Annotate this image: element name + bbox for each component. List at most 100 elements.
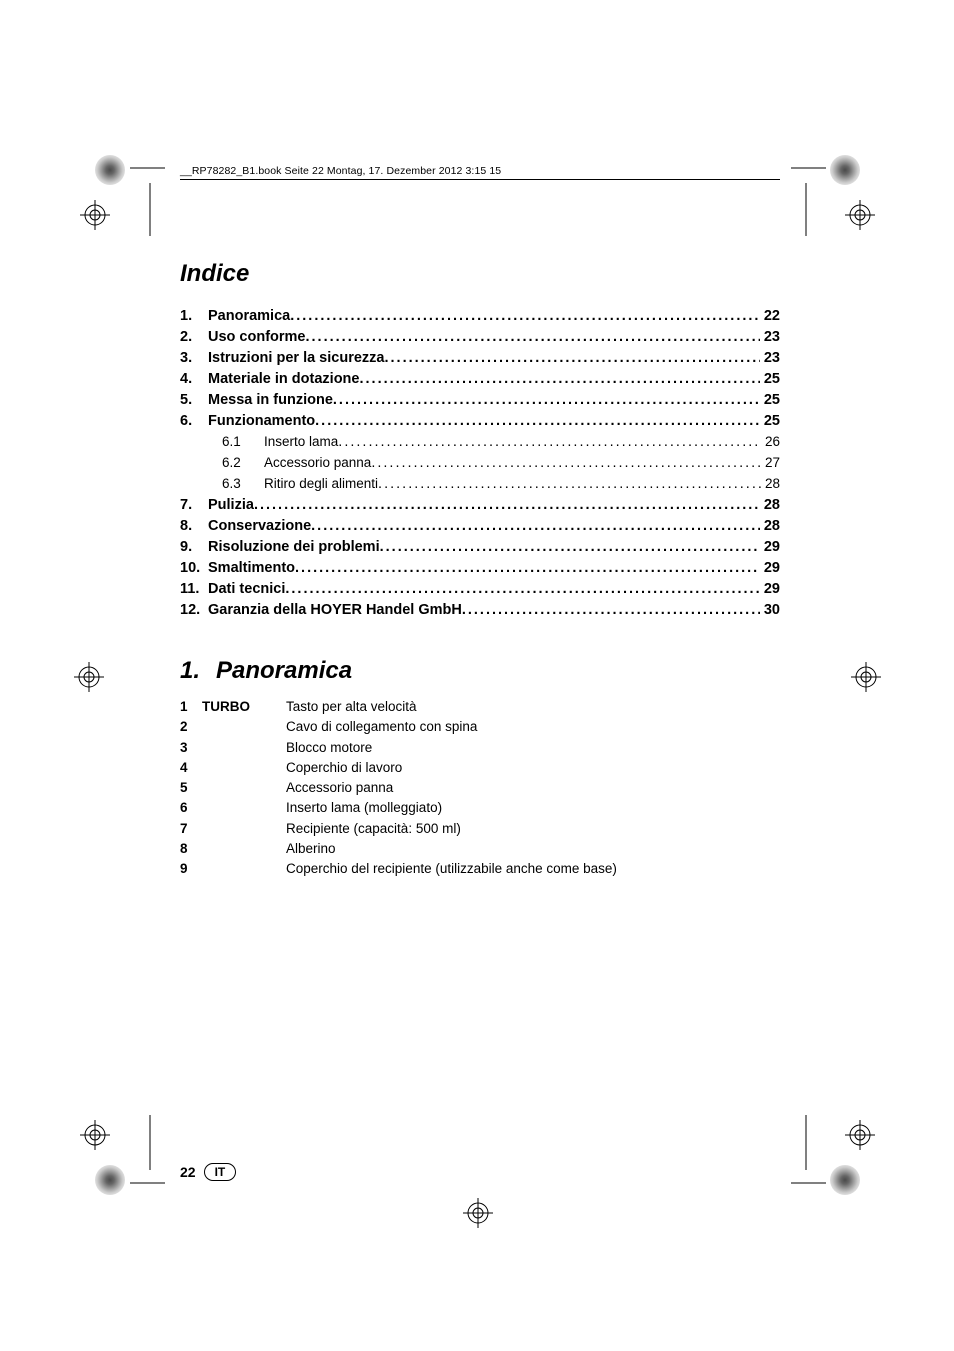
- toc-leader-dots: ........................................…: [371, 453, 761, 474]
- registration-mark-icon: [463, 1198, 493, 1228]
- overview-number: 2: [180, 717, 202, 737]
- toc-leader-dots: ........................................…: [311, 516, 760, 537]
- corner-ornament: [95, 155, 125, 185]
- toc-page: 28: [760, 516, 780, 537]
- toc-entry: 2.Uso conforme .........................…: [180, 327, 780, 348]
- overview-number: 8: [180, 839, 202, 859]
- toc-leader-dots: ........................................…: [254, 495, 760, 516]
- toc-label: Uso conforme: [208, 327, 306, 348]
- overview-key: [202, 778, 286, 798]
- toc-label: Inserto lama: [264, 432, 338, 452]
- overview-number: 5: [180, 778, 202, 798]
- overview-item: 5 Accessorio panna: [180, 778, 780, 798]
- overview-item: 4 Coperchio di lavoro: [180, 758, 780, 778]
- corner-ornament: [830, 155, 860, 185]
- section-number: 1.: [180, 657, 216, 685]
- section-title: Panoramica: [216, 657, 352, 684]
- overview-description: Coperchio del recipiente (utilizzabile a…: [286, 859, 617, 879]
- toc-page: 25: [760, 369, 780, 390]
- toc-page: 28: [761, 474, 780, 494]
- toc-leader-dots: ........................................…: [384, 348, 759, 369]
- crop-mark-icon: [130, 1115, 178, 1203]
- toc-number: 6.2: [222, 453, 264, 473]
- toc-leader-dots: ........................................…: [333, 390, 760, 411]
- overview-description: Coperchio di lavoro: [286, 758, 402, 778]
- overview-description: Recipiente (capacità: 500 ml): [286, 819, 461, 839]
- overview-description: Blocco motore: [286, 738, 372, 758]
- toc-page: 28: [760, 495, 780, 516]
- overview-item: 3 Blocco motore: [180, 738, 780, 758]
- toc-number: 6.3: [222, 474, 264, 494]
- page-footer: 22 IT: [180, 1163, 236, 1181]
- table-of-contents: 1.Panoramica ...........................…: [180, 306, 780, 621]
- toc-page: 29: [760, 579, 780, 600]
- overview-number: 1: [180, 697, 202, 717]
- overview-item: 2 Cavo di collegamento con spina: [180, 717, 780, 737]
- overview-number: 9: [180, 859, 202, 879]
- toc-leader-dots: ........................................…: [462, 600, 760, 621]
- toc-page: 27: [761, 453, 780, 473]
- crop-mark-icon: [778, 1115, 826, 1203]
- toc-number: 4.: [180, 369, 208, 390]
- toc-leader-dots: ........................................…: [359, 369, 759, 390]
- corner-ornament: [95, 1165, 125, 1195]
- toc-page: 29: [760, 537, 780, 558]
- toc-page: 25: [760, 411, 780, 432]
- toc-leader-dots: ........................................…: [306, 327, 760, 348]
- overview-description: Cavo di collegamento con spina: [286, 717, 477, 737]
- toc-label: Messa in funzione: [208, 390, 333, 411]
- overview-item: 8 Alberino: [180, 839, 780, 859]
- toc-label: Accessorio panna: [264, 453, 371, 473]
- crop-mark-icon: [778, 148, 826, 236]
- overview-description: Alberino: [286, 839, 336, 859]
- crop-mark-icon: [130, 148, 178, 236]
- toc-entry: 12.Garanzia della HOYER Handel GmbH ....…: [180, 600, 780, 621]
- toc-entry: 7.Pulizia ..............................…: [180, 495, 780, 516]
- toc-label: Funzionamento: [208, 411, 315, 432]
- toc-title: Indice: [180, 260, 780, 288]
- overview-key: [202, 859, 286, 879]
- toc-number: 1.: [180, 306, 208, 327]
- toc-entry: 6.Funzionamento ........................…: [180, 411, 780, 432]
- toc-page: 26: [761, 432, 780, 452]
- toc-subentry: 6.1Inserto lama ........................…: [180, 432, 780, 453]
- toc-label: Conservazione: [208, 516, 311, 537]
- overview-item: 1TURBOTasto per alta velocità: [180, 697, 780, 717]
- toc-page: 23: [760, 348, 780, 369]
- toc-entry: 8.Conservazione ........................…: [180, 516, 780, 537]
- toc-entry: 11.Dati tecnici ........................…: [180, 579, 780, 600]
- overview-key: [202, 717, 286, 737]
- toc-entry: 9.Risoluzione dei problemi .............…: [180, 537, 780, 558]
- overview-list: 1TURBOTasto per alta velocità2 Cavo di co…: [180, 697, 780, 879]
- toc-number: 5.: [180, 390, 208, 411]
- section-heading-panoramica: 1.Panoramica: [180, 657, 780, 685]
- toc-number: 10.: [180, 558, 208, 579]
- toc-page: 30: [760, 600, 780, 621]
- toc-entry: 5.Messa in funzione ....................…: [180, 390, 780, 411]
- toc-leader-dots: ........................................…: [285, 579, 760, 600]
- toc-number: 8.: [180, 516, 208, 537]
- toc-number: 7.: [180, 495, 208, 516]
- overview-item: 9 Coperchio del recipiente (utilizzabile …: [180, 859, 780, 879]
- toc-subentry: 6.3Ritiro degli alimenti ...............…: [180, 474, 780, 495]
- overview-key: TURBO: [202, 697, 286, 717]
- page-number: 22: [180, 1164, 196, 1180]
- toc-label: Istruzioni per la sicurezza: [208, 348, 384, 369]
- overview-number: 3: [180, 738, 202, 758]
- overview-key: [202, 819, 286, 839]
- toc-leader-dots: ........................................…: [290, 306, 760, 327]
- toc-entry: 1.Panoramica ...........................…: [180, 306, 780, 327]
- overview-description: Accessorio panna: [286, 778, 393, 798]
- registration-mark-icon: [74, 662, 104, 692]
- overview-key: [202, 798, 286, 818]
- overview-item: 7Recipiente (capacità: 500 ml): [180, 819, 780, 839]
- registration-mark-icon: [80, 200, 110, 230]
- overview-key: [202, 758, 286, 778]
- toc-leader-dots: ........................................…: [380, 537, 760, 558]
- toc-number: 9.: [180, 537, 208, 558]
- registration-mark-icon: [80, 1120, 110, 1150]
- overview-number: 4: [180, 758, 202, 778]
- toc-entry: 10.Smaltimento .........................…: [180, 558, 780, 579]
- language-badge: IT: [204, 1163, 237, 1181]
- registration-mark-icon: [845, 1120, 875, 1150]
